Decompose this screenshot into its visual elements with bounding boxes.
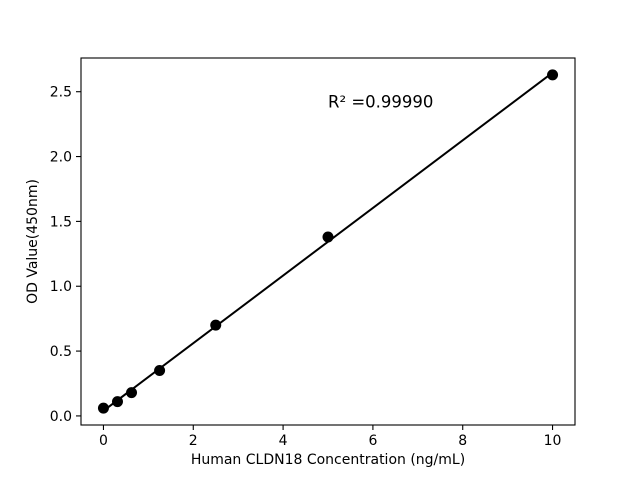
x-tick-label: 4 bbox=[279, 433, 288, 449]
x-axis-label: Human CLDN18 Concentration (ng/mL) bbox=[191, 452, 465, 468]
x-tick-label: 2 bbox=[189, 433, 198, 449]
data-point bbox=[97, 402, 109, 414]
r-squared-annotation: R² =0.99990 bbox=[328, 92, 433, 111]
y-tick-label: 1.5 bbox=[50, 214, 72, 230]
data-point bbox=[210, 319, 222, 331]
y-axis-label: OD Value(450nm) bbox=[25, 179, 41, 304]
data-point bbox=[322, 231, 334, 243]
data-point bbox=[154, 365, 166, 377]
y-tick-label: 0.0 bbox=[50, 409, 72, 425]
plot-border bbox=[80, 57, 576, 426]
y-tick-label: 2.0 bbox=[50, 150, 72, 166]
x-tick-label: 8 bbox=[458, 433, 467, 449]
x-tick-label: 0 bbox=[99, 433, 108, 449]
x-tick-label: 6 bbox=[368, 433, 377, 449]
data-point bbox=[126, 387, 138, 399]
data-point bbox=[111, 396, 123, 408]
data-point bbox=[547, 69, 559, 81]
y-tick-label: 1.0 bbox=[50, 279, 72, 295]
x-tick-label: 10 bbox=[544, 433, 562, 449]
y-tick-label: 0.5 bbox=[50, 344, 72, 360]
y-tick-label: 2.5 bbox=[50, 85, 72, 101]
